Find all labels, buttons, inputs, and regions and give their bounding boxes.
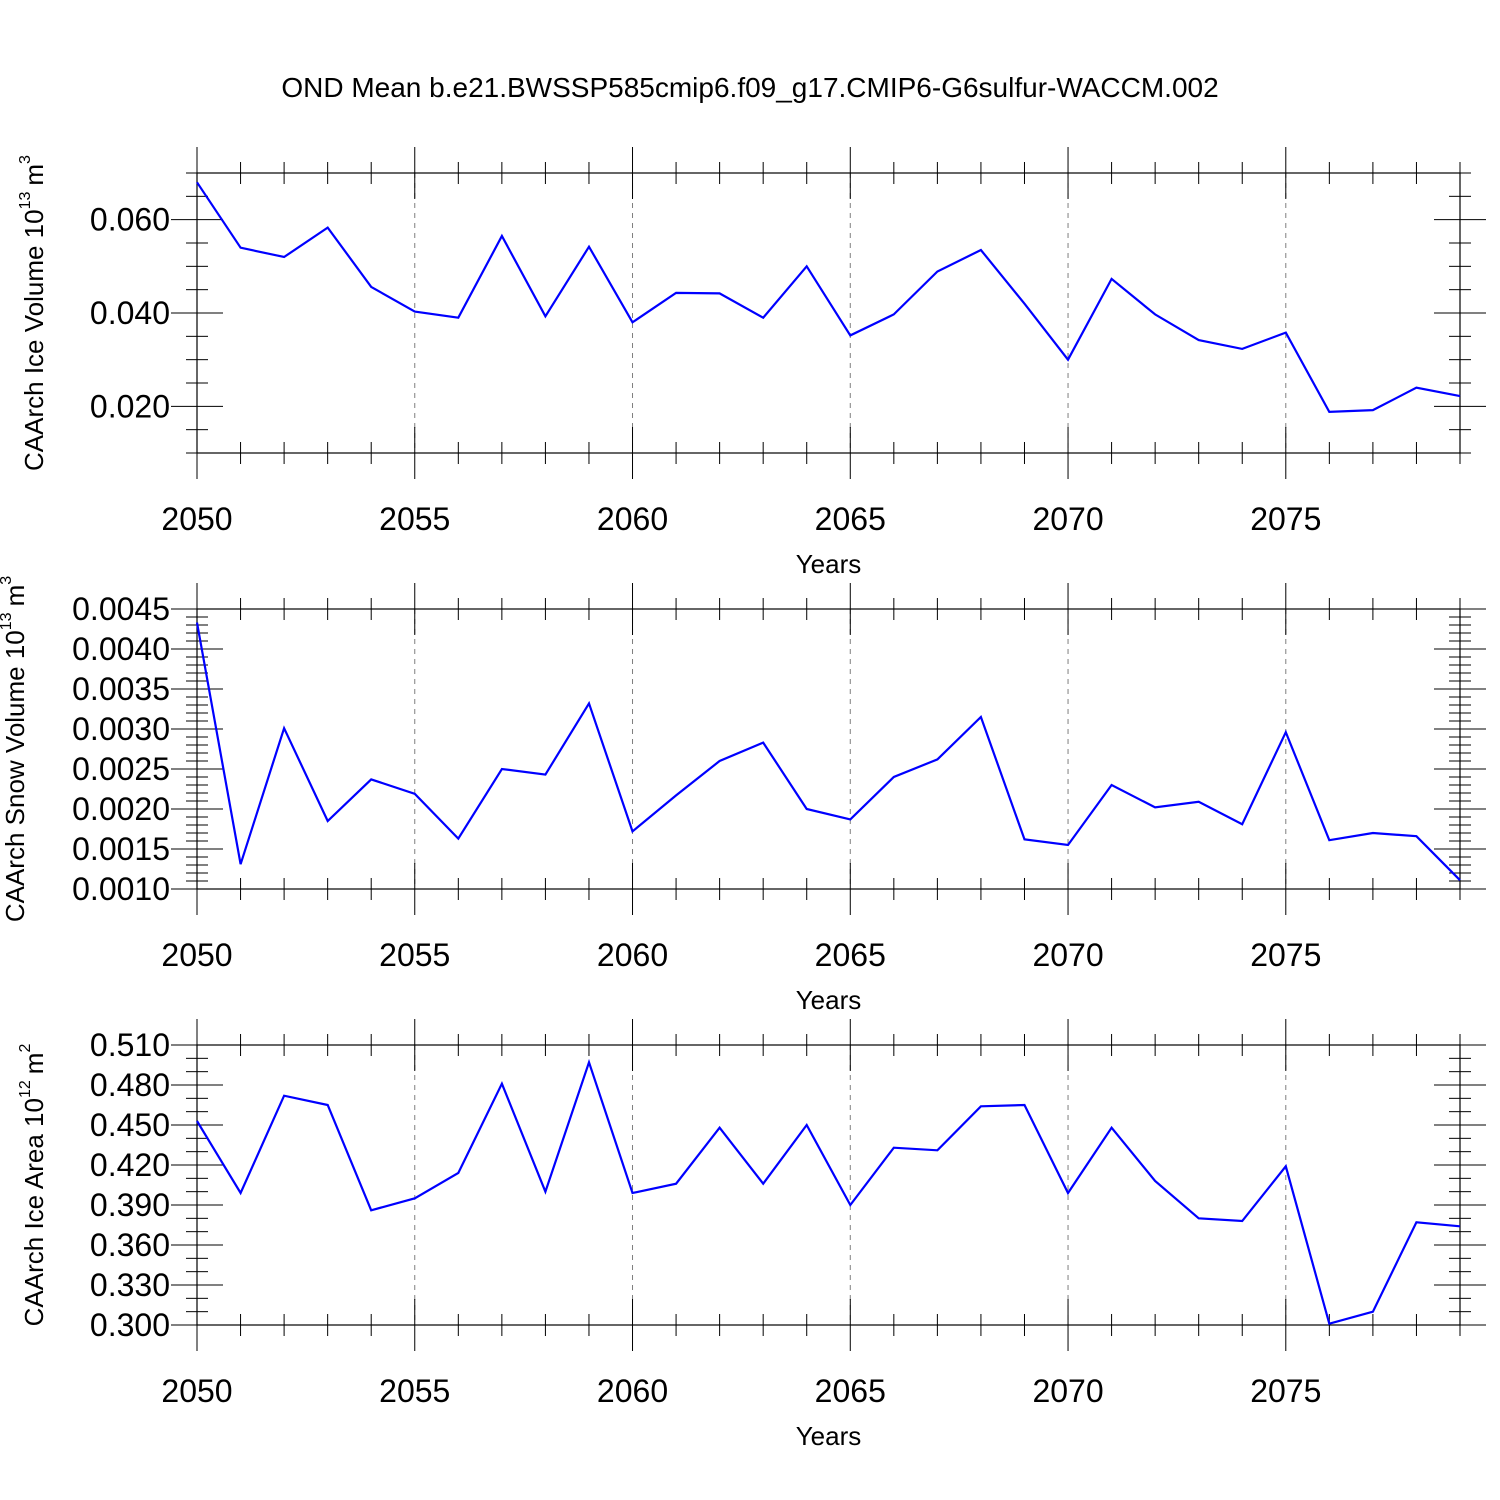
- plot-frame: [196, 1044, 1461, 1326]
- chart-panel-3: 2050 2055 2060 2065 2070 2075 0.300 0.330 0.360 0…: [17, 1019, 1486, 1451]
- y-tick-label: 0.300: [90, 1307, 170, 1343]
- chart-panel-1: 2050 2055 2060 2065 2070 2075 0.020 0.040 0.060 Y…: [17, 147, 1486, 579]
- series-line: [196, 181, 1461, 414]
- y-tick-label: 0.0040: [72, 631, 170, 667]
- x-tick-label: 2050: [161, 501, 232, 537]
- y-tick-label: 0.360: [90, 1227, 170, 1263]
- y-axis-label-unit-exponent: 2: [17, 1044, 34, 1053]
- y-tick-label: 0.0030: [72, 711, 170, 747]
- x-tick-label: 2065: [815, 937, 886, 973]
- y-axis-label-text: CAArch Ice Volume 10: [19, 209, 49, 471]
- x-tick-label: 2055: [379, 1373, 450, 1409]
- chart-panel-2: 2050 2055 2060 2065 2070 2075 0.0010 0.0015 0.00…: [0, 576, 1486, 1015]
- page-title: OND Mean b.e21.BWSSP585cmip6.f09_g17.CMI…: [281, 72, 1219, 103]
- y-tick-label: 0.330: [90, 1267, 170, 1303]
- y-axis-label-exponent: 12: [17, 1080, 34, 1098]
- series-line: [195, 622, 1461, 881]
- x-tick-label: 2055: [379, 501, 450, 537]
- y-tick-label: 0.0025: [72, 751, 170, 787]
- x-tick-label: 2070: [1032, 501, 1103, 537]
- y-axis-label: CAArch Snow Volume 1013 m3: [0, 576, 30, 922]
- x-tick-label: 2075: [1250, 937, 1321, 973]
- y-axis-label-unit: m: [19, 1053, 49, 1075]
- series-line: [196, 1058, 1461, 1326]
- y-tick-label: 0.420: [90, 1147, 170, 1183]
- y-axis-label-exponent: 13: [17, 192, 34, 210]
- plot-frame: [196, 172, 1461, 454]
- y-tick-label: 0.060: [90, 202, 170, 238]
- x-tick-label: 2060: [597, 1373, 668, 1409]
- y-axis-label-text: CAArch Ice Area 10: [19, 1098, 49, 1326]
- x-tick-label: 2050: [161, 1373, 232, 1409]
- y-axis-label: CAArch Ice Area 1012 m2: [17, 1044, 49, 1327]
- y-tick-label: 0.0010: [72, 871, 170, 907]
- y-tick-label: 0.450: [90, 1107, 170, 1143]
- x-tick-label: 2070: [1032, 937, 1103, 973]
- x-tick-label: 2050: [161, 937, 232, 973]
- plot-frame: [196, 608, 1461, 890]
- y-axis-label: CAArch Ice Volume 1013 m3: [17, 155, 49, 471]
- x-tick-label: 2060: [597, 937, 668, 973]
- y-tick-label: 0.0035: [72, 671, 170, 707]
- y-axis-label-unit: m: [0, 585, 30, 607]
- y-tick-label: 0.0045: [72, 591, 170, 627]
- y-tick-label: 0.510: [90, 1027, 170, 1063]
- x-axis-label: Years: [796, 1421, 862, 1451]
- x-tick-label: 2065: [815, 1373, 886, 1409]
- x-axis-label: Years: [796, 985, 862, 1015]
- y-tick-label: 0.0020: [72, 791, 170, 827]
- x-axis-label: Years: [796, 549, 862, 579]
- y-tick-label: 0.020: [90, 388, 170, 424]
- y-axis-label-unit-exponent: 3: [17, 155, 34, 164]
- y-axis-label-unit-exponent: 3: [0, 576, 15, 585]
- y-axis-label-exponent: 13: [0, 612, 15, 630]
- x-tick-label: 2060: [597, 501, 668, 537]
- y-axis-label-text: CAArch Snow Volume 10: [0, 630, 30, 922]
- y-tick-label: 0.0015: [72, 831, 170, 867]
- y-axis-label-unit: m: [19, 164, 49, 186]
- y-tick-label: 0.480: [90, 1067, 170, 1103]
- y-tick-label: 0.040: [90, 295, 170, 331]
- x-tick-label: 2070: [1032, 1373, 1103, 1409]
- x-tick-label: 2075: [1250, 501, 1321, 537]
- x-tick-label: 2065: [815, 501, 886, 537]
- y-tick-label: 0.390: [90, 1187, 170, 1223]
- x-tick-label: 2075: [1250, 1373, 1321, 1409]
- x-tick-label: 2055: [379, 937, 450, 973]
